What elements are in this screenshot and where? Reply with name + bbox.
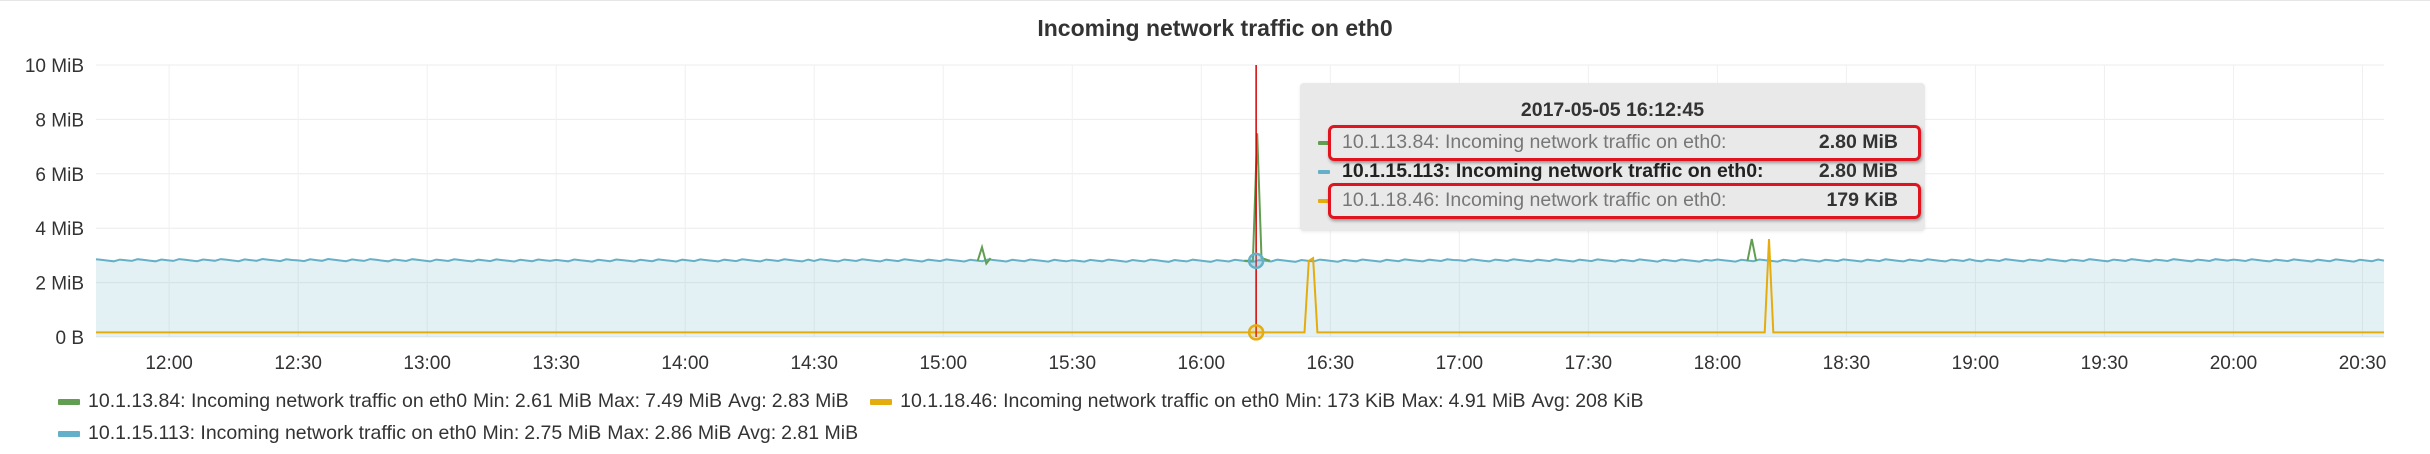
tooltip-row: 10.1.18.46: Incoming network traffic on … xyxy=(1318,186,1908,215)
series-color-dash xyxy=(1318,141,1330,145)
series-line xyxy=(95,257,2385,263)
x-tick-label: 18:00 xyxy=(1694,353,1742,374)
x-tick-label: 15:00 xyxy=(919,353,967,374)
tooltip-row: 10.1.15.113: Incoming network traffic on… xyxy=(1318,157,1908,186)
legend-max: Max: 4.91 MiB xyxy=(1401,390,1526,412)
legend-swatch xyxy=(58,430,80,437)
tooltip-row-value: 2.80 MiB xyxy=(1818,160,1898,182)
series-layer xyxy=(95,133,2385,337)
panel-title[interactable]: Incoming network traffic on eth0 xyxy=(1037,15,1393,41)
x-tick-label: 12:00 xyxy=(145,353,193,374)
legend-row: 10.1.13.84: Incoming network traffic on … xyxy=(58,385,2398,417)
x-tick-label: 14:00 xyxy=(661,353,709,374)
tooltip-row-value: 179 KiB xyxy=(1826,189,1898,211)
legend-item[interactable]: 10.1.15.113: Incoming network traffic on… xyxy=(58,417,858,449)
legend-min: Min: 2.75 MiB xyxy=(482,422,602,444)
x-tick-label: 12:30 xyxy=(274,353,322,374)
chart-canvas[interactable]: 0 B 2 MiB 4 MiB 6 MiB 8 MiB 10 MiB 12:00 12:30… xyxy=(0,1,2430,381)
series-line xyxy=(1244,133,1271,262)
legend-swatch xyxy=(870,398,893,405)
legend-item[interactable]: 10.1.18.46: Incoming network traffic on … xyxy=(870,385,1644,417)
y-tick-label: 8 MiB xyxy=(35,110,84,131)
series-color-dash xyxy=(1318,170,1330,174)
x-axis: 12:00 12:30 13:00 13:30 14:00 14:30 15:00 15:30… xyxy=(145,353,2386,374)
tooltip-row-label: 10.1.15.113: Incoming network traffic on… xyxy=(1342,160,1764,182)
x-tick-label: 13:00 xyxy=(403,353,451,374)
x-tick-label: 17:00 xyxy=(1436,353,1484,374)
legend-min: Min: 2.61 MiB xyxy=(473,390,592,412)
y-axis: 0 B 2 MiB 4 MiB 6 MiB 8 MiB 10 MiB xyxy=(25,56,84,349)
y-tick-label: 10 MiB xyxy=(25,56,84,77)
legend-avg: Avg: 208 KiB xyxy=(1531,390,1644,412)
x-tick-label: 20:30 xyxy=(2339,353,2387,374)
x-tick-label: 16:00 xyxy=(1178,353,1226,374)
legend-max: Max: 2.86 MiB xyxy=(607,422,732,444)
tooltip-row-value: 2.80 MiB xyxy=(1818,131,1898,153)
legend-item[interactable]: 10.1.13.84: Incoming network traffic on … xyxy=(58,385,849,417)
tooltip-row: 10.1.13.84: Incoming network traffic on … xyxy=(1318,128,1908,157)
legend-min: Min: 173 KiB xyxy=(1285,390,1396,412)
tooltip-row-label: 10.1.18.46: Incoming network traffic on … xyxy=(1342,189,1727,211)
legend: 10.1.13.84: Incoming network traffic on … xyxy=(58,385,2398,449)
x-tick-label: 19:00 xyxy=(1952,353,2000,374)
series-color-dash xyxy=(1318,199,1330,203)
legend-row: 10.1.15.113: Incoming network traffic on… xyxy=(58,417,2398,449)
x-tick-label: 13:30 xyxy=(532,353,580,374)
legend-avg: Avg: 2.83 MiB xyxy=(728,390,849,412)
x-tick-label: 19:30 xyxy=(2081,353,2129,374)
y-tick-label: 0 B xyxy=(55,328,84,349)
x-tick-label: 15:30 xyxy=(1048,353,1096,374)
y-tick-label: 4 MiB xyxy=(35,219,84,240)
hover-tooltip: 2017-05-05 16:12:45 10.1.13.84: Incoming… xyxy=(1300,83,1925,231)
legend-avg: Avg: 2.81 MiB xyxy=(737,422,859,444)
tooltip-time: 2017-05-05 16:12:45 xyxy=(1520,99,1705,121)
legend-series-name[interactable]: 10.1.13.84: Incoming network traffic on … xyxy=(88,390,468,412)
legend-series-name[interactable]: 10.1.18.46: Incoming network traffic on … xyxy=(900,390,1280,412)
series-line xyxy=(96,239,2384,334)
x-tick-label: 20:00 xyxy=(2210,353,2258,374)
legend-series-name[interactable]: 10.1.15.113: Incoming network traffic on… xyxy=(88,422,477,444)
hover-marker xyxy=(1247,324,1265,341)
legend-max: Max: 7.49 MiB xyxy=(597,390,723,412)
series-line xyxy=(976,243,992,266)
crosshair xyxy=(1247,65,1265,341)
hover-marker xyxy=(1247,252,1265,270)
series-area-fill xyxy=(96,259,2384,337)
legend-swatch xyxy=(58,398,80,405)
x-tick-label: 14:30 xyxy=(790,353,838,374)
series-line xyxy=(1746,238,1758,261)
tooltip-row-label: 10.1.13.84: Incoming network traffic on … xyxy=(1342,131,1727,153)
x-tick-label: 16:30 xyxy=(1307,353,1355,374)
grid-lines xyxy=(96,64,2384,338)
x-tick-label: 18:30 xyxy=(1823,353,1871,374)
y-tick-label: 6 MiB xyxy=(35,165,84,186)
x-tick-label: 17:30 xyxy=(1565,353,1613,374)
y-tick-label: 2 MiB xyxy=(35,274,84,295)
